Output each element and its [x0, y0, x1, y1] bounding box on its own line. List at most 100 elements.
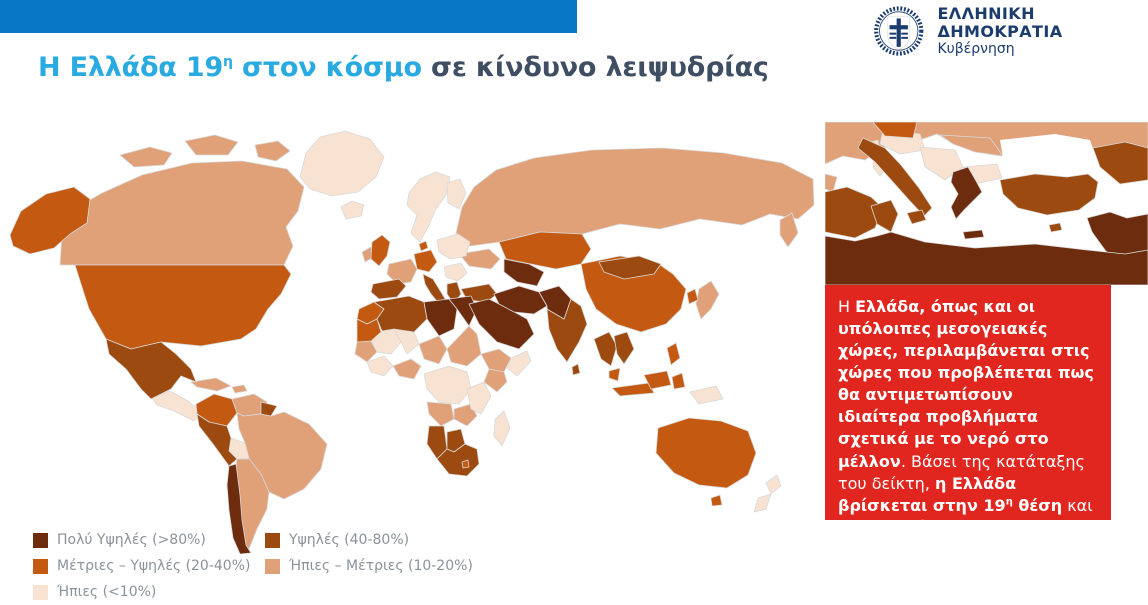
greek-republic-emblem-icon — [874, 6, 924, 56]
region-scandinavia — [406, 171, 451, 243]
map-group-very-high — [226, 258, 572, 555]
region-myanmar-thailand — [593, 331, 618, 367]
region-new-zealand-south — [753, 493, 772, 513]
region-borneo — [643, 370, 672, 390]
region-new-guinea — [689, 385, 724, 405]
region-tanzania-mozambique — [466, 381, 492, 415]
inset-group-high — [825, 137, 1148, 239]
region-south-africa — [436, 443, 480, 477]
inset-cyprus — [1048, 222, 1063, 233]
title-highlight-rest: στον κόσμο — [232, 52, 422, 83]
government-subtitle: Κυβέρνηση — [937, 41, 1015, 58]
mediterranean-inset-map — [825, 122, 1148, 285]
region-germany — [413, 249, 438, 273]
region-madagascar — [493, 410, 511, 447]
title-superscript: η — [223, 54, 233, 70]
inset-greece — [950, 166, 983, 220]
region-chile — [226, 463, 252, 555]
region-drc — [423, 365, 472, 405]
region-denmark — [418, 240, 429, 252]
region-arctic-islands-3 — [254, 140, 291, 162]
inset-romania — [939, 134, 1004, 157]
region-australia — [655, 417, 757, 489]
inset-sicily — [906, 209, 927, 225]
inset-black-sea — [1000, 134, 1097, 184]
region-poland-baltics — [436, 233, 471, 260]
government-name: ΕΛΛΗΝΙΚΗ ΔΗΜΟΚΡΑΤΙΑ — [937, 3, 1063, 41]
region-angola — [426, 401, 455, 427]
region-malaysia — [608, 367, 621, 382]
legend-label-very-high: Πολύ Υψηλές (>80%) — [57, 532, 206, 548]
legend-item-very-high: Πολύ Υψηλές (>80%) — [33, 532, 265, 548]
legend-swatch-high — [265, 532, 280, 548]
region-afghanistan-pakistan — [538, 285, 572, 320]
region-central-asia — [503, 258, 545, 287]
legend-swatch-mild-moderate — [265, 558, 280, 574]
region-ethiopia — [480, 348, 512, 373]
map-group-mild-moderate — [59, 134, 815, 550]
legend-item-high: Υψηλές (40-80%) — [265, 532, 473, 548]
callout: Η Ελλάδα, όπως και οι υπόλοιπες μεσογεια… — [825, 285, 1111, 520]
callout-seg-5-sup: η — [1005, 496, 1013, 508]
legend-item-mild: Ήπιες (<10%) — [33, 584, 265, 600]
region-ukraine — [458, 248, 501, 270]
region-philippines — [666, 342, 681, 366]
region-hispaniola — [231, 384, 248, 394]
region-usa — [74, 264, 292, 350]
legend-swatch-very-high — [33, 532, 48, 548]
page-title: Η Ελλάδα 19η στον κόσμο σε κίνδυνο λειψυ… — [38, 52, 769, 83]
region-libya — [423, 298, 458, 337]
callout-seg-8: βαθμίδα εξαιρετικά υψηλού ρίσκου — [838, 518, 1047, 520]
region-spain — [370, 278, 407, 300]
region-tasmania — [710, 494, 723, 507]
region-russia — [455, 147, 815, 247]
top-accent-bar — [0, 0, 577, 33]
region-finland — [446, 178, 467, 210]
region-ghana-ivory-coast — [366, 355, 394, 377]
legend-label-high: Υψηλές (40-80%) — [289, 532, 410, 548]
map-group-moderate-high — [9, 186, 757, 507]
region-france — [386, 258, 418, 285]
region-sulawesi — [671, 372, 686, 390]
region-central-america — [151, 390, 204, 422]
callout-seg-7: και στη — [838, 495, 1093, 520]
legend-label-mild-moderate: Ήπιες – Μέτριες (10-20%) — [289, 558, 473, 574]
region-korea — [686, 288, 699, 305]
government-text: ΕΛΛΗΝΙΚΗ ΔΗΜΟΚΡΑΤΙΑ Κυβέρνηση — [937, 3, 1148, 58]
inset-group-very-high — [825, 166, 1148, 285]
region-guyana — [260, 401, 278, 417]
title-highlight: Η Ελλάδα 19 — [38, 52, 224, 83]
government-logo: ΕΛΛΗΝΙΚΗ ΔΗΜΟΚΡΑΤΙΑ Κυβέρνηση — [872, 2, 1148, 60]
region-sudan — [446, 325, 482, 367]
region-chad — [418, 335, 448, 365]
legend-swatch-mild — [33, 584, 48, 600]
region-balkans — [443, 262, 468, 282]
callout-seg-1: Η — [838, 297, 856, 316]
region-greenland — [299, 130, 385, 197]
inset-czechia — [872, 122, 918, 139]
region-mauritania — [356, 318, 382, 343]
inset-turkey — [999, 173, 1099, 216]
inset-group-moderate-high — [872, 122, 918, 139]
legend-item-mild-moderate: Ήπιες – Μέτριες (10-20%) — [265, 558, 473, 574]
region-algeria — [373, 295, 428, 333]
region-japan — [695, 280, 720, 320]
region-alaska — [9, 186, 91, 255]
callout-seg-2: Ελλάδα, όπως και οι υπόλοιπες μεσογειακέ… — [838, 297, 1094, 471]
region-lesotho — [461, 459, 470, 469]
region-canada — [59, 160, 305, 266]
region-nigeria — [392, 358, 422, 380]
world-water-stress-map — [9, 130, 815, 555]
callout-seg-4: η Ελλάδα βρίσκεται στην 19 — [838, 473, 1017, 515]
title-dark: σε κίνδυνο λειψυδρίας — [421, 52, 769, 83]
map-group-mild — [151, 130, 782, 513]
region-uk — [370, 234, 391, 267]
region-iran — [493, 285, 548, 315]
legend-swatch-moderate-high — [33, 558, 48, 574]
region-iceland — [340, 200, 365, 220]
region-kamchatka — [779, 212, 799, 248]
region-mexico — [105, 338, 197, 400]
region-sumatra-java — [611, 382, 655, 397]
callout-seg-6: θέση — [1012, 495, 1063, 515]
legend-label-mild: Ήπιες (<10%) — [57, 584, 157, 600]
